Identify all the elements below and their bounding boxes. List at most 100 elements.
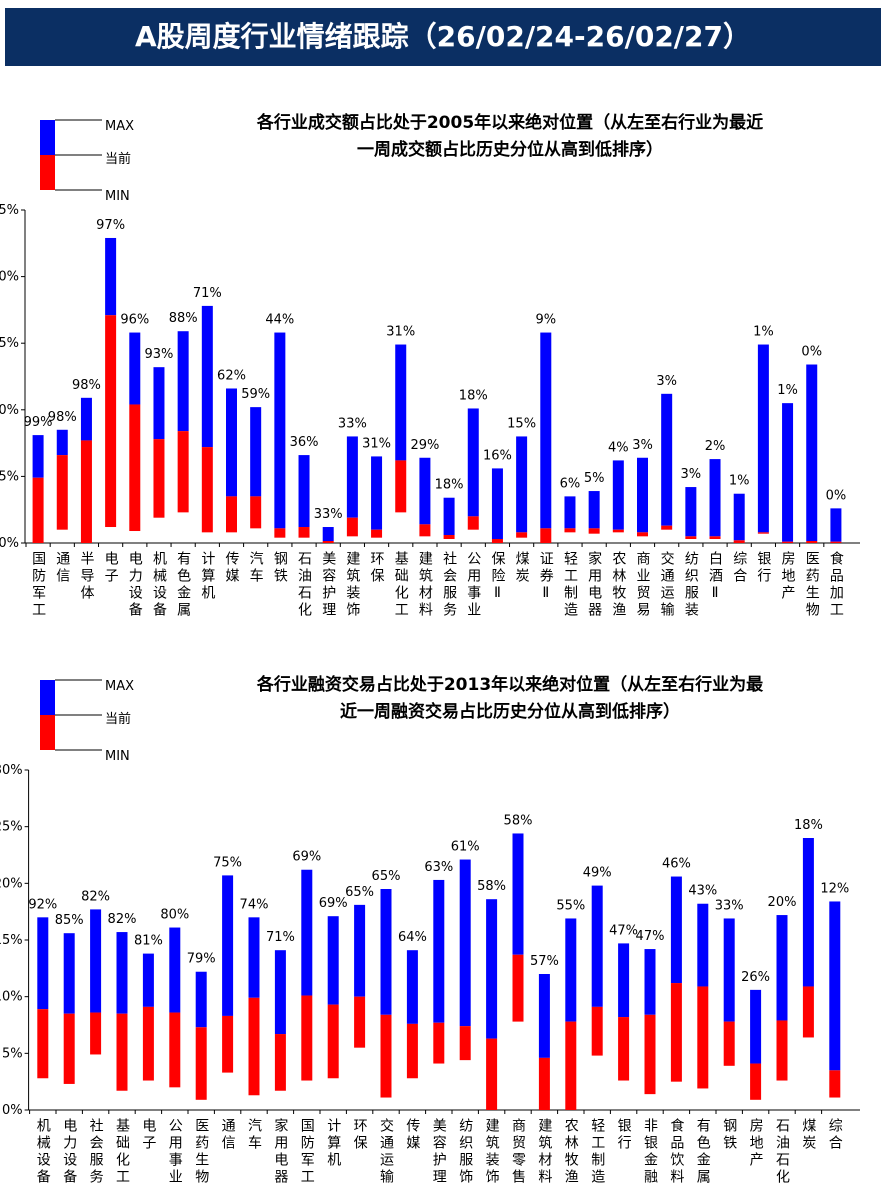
- bar-upper: [670, 876, 682, 984]
- x-tick-label: 家用电器: [272, 1117, 288, 1186]
- x-tick-label: 环保: [352, 1118, 368, 1152]
- data-label: 57%: [530, 954, 559, 969]
- bar-upper: [371, 456, 383, 530]
- data-label: 93%: [145, 347, 174, 362]
- data-label: 75%: [213, 855, 242, 870]
- bar-upper: [250, 407, 262, 497]
- data-label: 3%: [632, 438, 653, 453]
- bar-upper: [346, 436, 358, 518]
- bar-upper: [301, 869, 313, 996]
- data-label: 71%: [193, 286, 222, 301]
- data-label: 9%: [535, 313, 556, 328]
- data-label: 62%: [217, 368, 246, 383]
- bar-lower: [723, 1021, 735, 1066]
- data-label: 46%: [662, 857, 691, 872]
- bar-lower: [697, 986, 709, 1089]
- bar-lower: [153, 439, 165, 518]
- data-label: 63%: [424, 860, 453, 875]
- x-tick-label: 电力设备: [61, 1118, 77, 1186]
- data-label: 69%: [319, 896, 348, 911]
- legend-label: 当前: [105, 711, 131, 727]
- bar-lower: [56, 455, 68, 530]
- bar-lower: [486, 1038, 498, 1110]
- bar-lower: [491, 539, 503, 543]
- bar-lower: [750, 1063, 762, 1100]
- y-tick-label: 15%: [0, 336, 19, 351]
- bar-lower: [802, 986, 814, 1038]
- data-label: 1%: [777, 383, 798, 398]
- bar-upper: [733, 493, 745, 541]
- x-tick-label: 综合: [731, 551, 747, 585]
- data-label: 47%: [636, 929, 665, 944]
- data-label: 92%: [28, 897, 57, 912]
- x-tick-label: 计算机: [325, 1118, 341, 1169]
- x-tick-label: 通信: [220, 1118, 236, 1152]
- data-label: 18%: [459, 388, 488, 403]
- x-tick-label: 汽车: [246, 1118, 262, 1152]
- bar-lower: [250, 496, 262, 529]
- x-tick-label: 建筑装饰: [344, 551, 360, 619]
- x-tick-label: 纺织服饰: [457, 1118, 473, 1186]
- bar-lower: [685, 536, 697, 540]
- bar-lower: [757, 532, 769, 534]
- legend-label: MAX: [105, 119, 134, 134]
- data-label: 31%: [386, 325, 415, 340]
- page-header: A股周度行业情绪跟踪（26/02/24-26/02/27）: [5, 8, 881, 66]
- bar-lower: [346, 517, 358, 537]
- legend-swatch: [40, 155, 55, 190]
- x-tick-label: 传媒: [224, 551, 240, 585]
- x-tick-label: 纺织服装: [683, 551, 699, 619]
- data-label: 3%: [656, 374, 677, 389]
- bar-upper: [612, 460, 624, 530]
- legend-label: 当前: [105, 151, 131, 167]
- data-label: 0%: [801, 345, 822, 360]
- x-tick-label: 公用事业: [167, 1118, 183, 1186]
- legend-label: MIN: [105, 749, 130, 764]
- bar-lower: [406, 1023, 418, 1079]
- bar-upper: [63, 933, 75, 1014]
- bar-lower: [591, 1006, 603, 1056]
- bar-upper: [380, 889, 392, 1015]
- data-label: 44%: [265, 313, 294, 328]
- bar-upper: [565, 918, 577, 1022]
- data-label: 43%: [688, 884, 717, 899]
- bar-upper: [459, 859, 471, 1027]
- x-tick-label: 白酒Ⅱ: [707, 551, 723, 604]
- bar-lower: [776, 1020, 788, 1081]
- bar-upper: [516, 436, 528, 533]
- bar-lower: [419, 524, 431, 537]
- bar-lower: [395, 460, 407, 513]
- bar-lower: [618, 1017, 630, 1081]
- legend-swatch: [40, 680, 55, 715]
- bar-upper: [512, 833, 524, 955]
- y-tick-label: 0%: [0, 536, 19, 551]
- x-tick-label: 国防军工: [299, 1118, 315, 1186]
- bar-upper: [697, 903, 709, 987]
- bar-upper: [116, 932, 128, 1014]
- bar-lower: [37, 1009, 49, 1079]
- data-label: 1%: [753, 325, 774, 340]
- x-tick-label: 传媒: [404, 1118, 420, 1152]
- bar-upper: [274, 332, 286, 529]
- bar-lower: [105, 315, 117, 528]
- data-label: 79%: [187, 952, 216, 967]
- data-label: 58%: [477, 879, 506, 894]
- data-label: 96%: [120, 313, 149, 328]
- x-tick-label: 社会服务: [441, 551, 457, 619]
- x-tick-label: 国防军工: [30, 551, 46, 619]
- y-tick-label: 25%: [0, 203, 19, 218]
- bar-lower: [564, 528, 576, 533]
- data-label: 36%: [290, 435, 319, 450]
- x-tick-label: 美容护理: [431, 1118, 447, 1186]
- bar-upper: [153, 367, 165, 440]
- bar-lower: [459, 1026, 471, 1061]
- bar-upper: [591, 885, 603, 1007]
- bar-upper: [829, 901, 841, 1071]
- bar-upper: [322, 527, 334, 542]
- data-label: 12%: [820, 881, 849, 896]
- bar-upper: [395, 344, 407, 461]
- bar-lower: [169, 1012, 181, 1088]
- x-tick-label: 商贸零售: [510, 1118, 526, 1186]
- bar-upper: [491, 468, 503, 540]
